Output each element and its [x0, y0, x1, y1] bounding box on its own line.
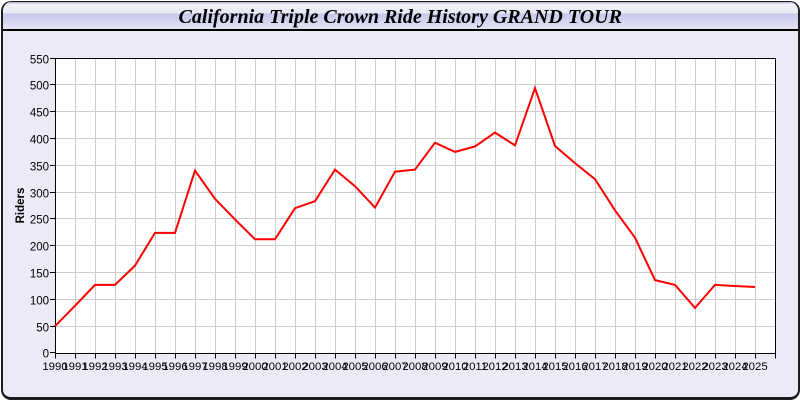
svg-text:100: 100 — [30, 295, 49, 307]
svg-text:550: 550 — [30, 54, 49, 66]
svg-text:450: 450 — [30, 107, 49, 119]
svg-text:200: 200 — [30, 241, 49, 253]
svg-text:2019: 2019 — [622, 361, 647, 373]
svg-text:1994: 1994 — [122, 361, 147, 373]
svg-text:2025: 2025 — [742, 361, 767, 373]
svg-text:1992: 1992 — [82, 361, 107, 373]
svg-text:0: 0 — [43, 348, 49, 360]
svg-text:2004: 2004 — [322, 361, 347, 373]
svg-text:2011: 2011 — [463, 361, 488, 373]
svg-text:2005: 2005 — [342, 361, 367, 373]
svg-text:2003: 2003 — [302, 361, 327, 373]
svg-text:2012: 2012 — [482, 361, 507, 373]
svg-text:250: 250 — [30, 214, 49, 226]
svg-text:2013: 2013 — [502, 361, 527, 373]
svg-text:1996: 1996 — [162, 361, 187, 373]
svg-text:300: 300 — [30, 188, 49, 200]
svg-text:2015: 2015 — [542, 361, 567, 373]
svg-text:2016: 2016 — [562, 361, 587, 373]
svg-text:2020: 2020 — [642, 361, 667, 373]
svg-text:1995: 1995 — [142, 361, 167, 373]
svg-text:150: 150 — [30, 268, 49, 280]
svg-text:1993: 1993 — [102, 361, 127, 373]
svg-text:2017: 2017 — [582, 361, 607, 373]
svg-text:2000: 2000 — [242, 361, 267, 373]
svg-text:1997: 1997 — [182, 361, 207, 373]
svg-text:1990: 1990 — [42, 361, 67, 373]
svg-text:2014: 2014 — [522, 361, 547, 373]
svg-text:2021: 2021 — [662, 361, 687, 373]
svg-text:2023: 2023 — [702, 361, 727, 373]
svg-text:2022: 2022 — [682, 361, 707, 373]
svg-text:2007: 2007 — [382, 361, 407, 373]
svg-text:50: 50 — [36, 322, 49, 334]
svg-text:400: 400 — [30, 134, 49, 146]
svg-text:2006: 2006 — [362, 361, 387, 373]
svg-text:2008: 2008 — [402, 361, 427, 373]
svg-text:1999: 1999 — [222, 361, 247, 373]
svg-text:350: 350 — [30, 161, 49, 173]
svg-text:2024: 2024 — [722, 361, 747, 373]
svg-text:500: 500 — [30, 80, 49, 92]
svg-text:2001: 2001 — [262, 361, 287, 373]
svg-text:2018: 2018 — [602, 361, 627, 373]
svg-text:2010: 2010 — [442, 361, 467, 373]
svg-text:2009: 2009 — [422, 361, 447, 373]
svg-text:2002: 2002 — [282, 361, 307, 373]
svg-text:1991: 1991 — [62, 361, 87, 373]
svg-text:1998: 1998 — [202, 361, 227, 373]
svg-text:Riders: Riders — [15, 188, 27, 224]
